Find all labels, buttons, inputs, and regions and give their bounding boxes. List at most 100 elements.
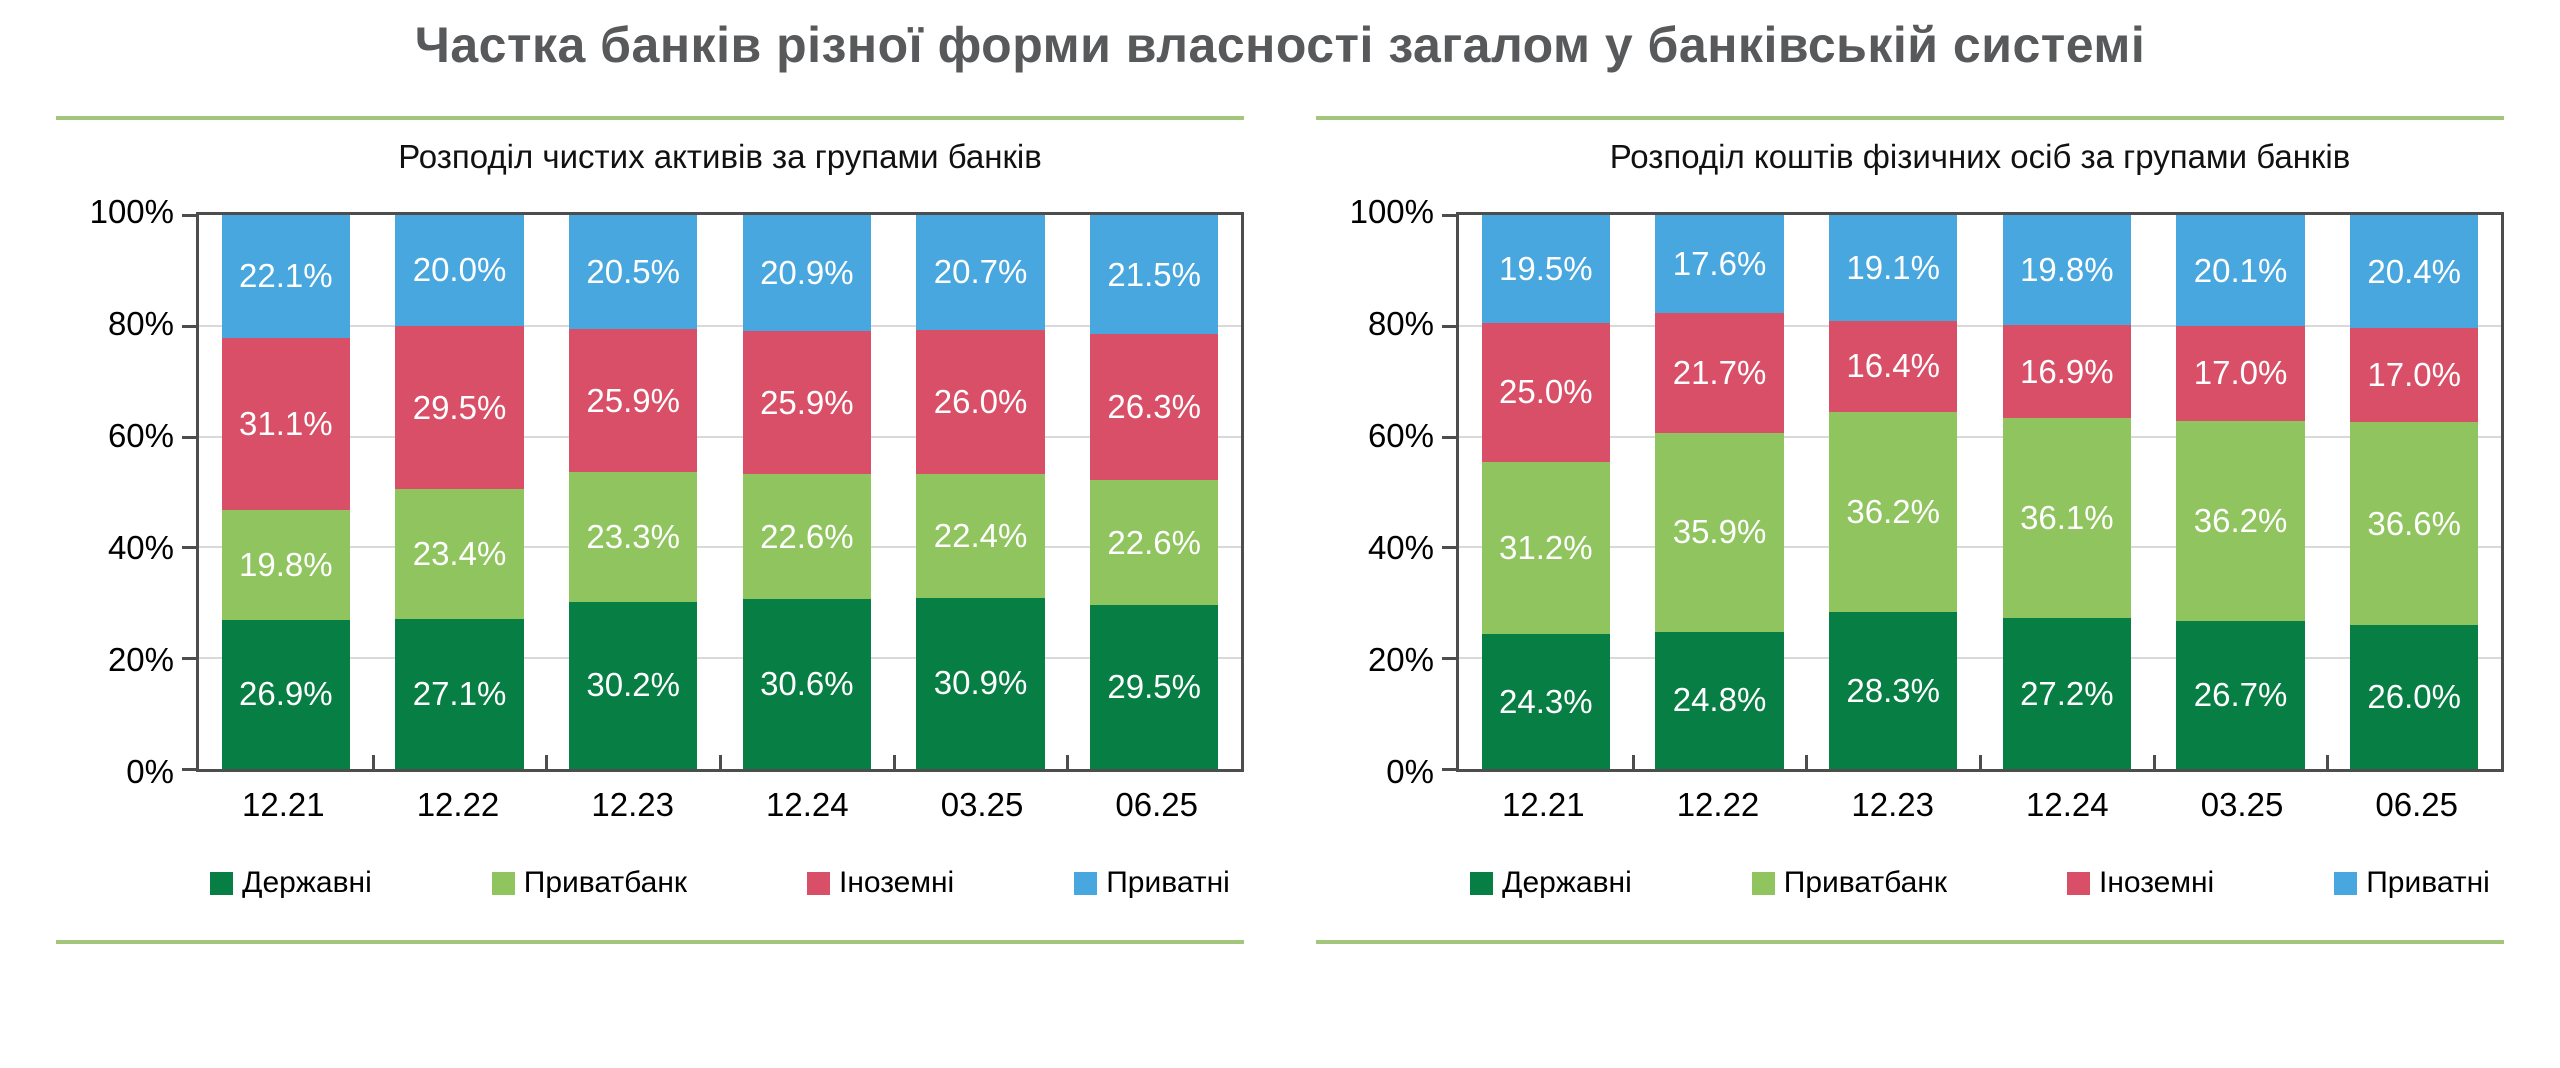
bar-segment-приватні: 19.8% bbox=[2002, 215, 2132, 325]
bar-value-label: 16.9% bbox=[2020, 352, 2114, 390]
legend-item-державні: Державні bbox=[1470, 866, 1632, 900]
bar-value-label: 17.0% bbox=[2367, 356, 2461, 394]
bar-segment-приватбанк: 36.2% bbox=[2176, 420, 2305, 622]
plot-area: 26.9% 19.8% 31.1% 22.1% 27.1% 23.4% 29.5% 20.0%… bbox=[182, 212, 1244, 772]
y-axis-label: 40% bbox=[107, 529, 174, 566]
legend-label: Іноземні bbox=[2099, 866, 2215, 899]
bar-segment-іноземні: 17.0% bbox=[2349, 328, 2479, 423]
bar-segment-іноземні: 17.0% bbox=[2176, 326, 2305, 421]
bar-segment-іноземні: 25.9% bbox=[568, 328, 698, 473]
x-axis-label: 12.22 bbox=[1676, 786, 1760, 823]
bar-segment-приватні: 21.5% bbox=[1089, 215, 1219, 335]
stacked-bar-12.24: 27.2% 36.1% 16.9% 19.8% bbox=[2002, 215, 2132, 769]
stacked-bar-06.25: 26.0% 36.6% 17.0% 20.4% bbox=[2349, 215, 2479, 769]
bar-segment-приватбанк: 22.6% bbox=[1089, 480, 1219, 606]
bar-value-label: 22.6% bbox=[760, 517, 854, 555]
stacked-bar-12.23: 28.3% 36.2% 16.4% 19.1% bbox=[1828, 215, 1958, 769]
y-axis-label: 0% bbox=[1386, 753, 1434, 790]
x-axis-label: 03.25 bbox=[2200, 786, 2284, 823]
x-axis-tick bbox=[2152, 755, 2156, 769]
bar-value-label: 30.2% bbox=[586, 666, 680, 704]
bar-segment-приватбанк: 36.1% bbox=[2002, 418, 2132, 619]
bar-value-label: 20.5% bbox=[586, 252, 680, 290]
legend-item-приватбанк: Приватбанк bbox=[491, 866, 687, 900]
y-axis-tick bbox=[1442, 435, 1456, 439]
chart-area: 0% 20% 40% 60% 80% 100% 26.9% 19.8% 31.1% 22.1% 2… bbox=[56, 193, 1244, 790]
chart-legend: Державні Приватбанк Іноземні Приватні bbox=[1456, 866, 2504, 900]
y-axis: 0% 20% 40% 60% 80% 100% bbox=[1316, 193, 1456, 790]
bar-value-label: 20.0% bbox=[412, 251, 507, 289]
gridline bbox=[199, 546, 1241, 549]
y-axis-tick bbox=[1442, 214, 1456, 217]
bar-value-label: 26.7% bbox=[2193, 676, 2288, 714]
y-axis-label: 20% bbox=[107, 641, 174, 678]
bar-value-label: 19.8% bbox=[2020, 250, 2114, 288]
bar-segment-іноземні: 31.1% bbox=[221, 337, 351, 511]
y-axis-label: 20% bbox=[1367, 641, 1434, 678]
y-axis-tick bbox=[182, 435, 196, 439]
gridline bbox=[1459, 435, 2501, 438]
y-axis-label: 80% bbox=[107, 305, 174, 342]
legend-item-приватні: Приватні bbox=[1074, 866, 1230, 900]
bar-segment-державні: 26.0% bbox=[2349, 624, 2479, 769]
y-axis-tick bbox=[182, 214, 196, 217]
y-axis-label: 100% bbox=[1349, 193, 1434, 230]
bar-segment-державні: 27.2% bbox=[2002, 618, 2132, 769]
stacked-bar-12.21: 26.9% 19.8% 31.1% 22.1% bbox=[221, 215, 351, 769]
bar-value-label: 31.2% bbox=[1499, 528, 1593, 566]
bar-value-label: 36.2% bbox=[1846, 492, 1940, 530]
bar-value-label: 19.8% bbox=[239, 545, 333, 583]
bar-segment-державні: 29.5% bbox=[1089, 605, 1219, 769]
bar-slot: 24.3% 31.2% 25.0% 19.5% bbox=[1459, 215, 1633, 769]
bar-segment-державні: 28.3% bbox=[1828, 612, 1958, 769]
bars-group: 24.3% 31.2% 25.0% 19.5% 24.8% 35.9% 21.7% 17.6%… bbox=[1459, 215, 2501, 769]
legend-label: Іноземні bbox=[839, 866, 955, 899]
x-axis-label: 12.23 bbox=[1851, 786, 1934, 823]
bar-value-label: 26.0% bbox=[2367, 677, 2461, 715]
bar-value-label: 22.6% bbox=[1107, 523, 1201, 561]
legend-color-swatch bbox=[491, 871, 515, 895]
bar-value-label: 26.3% bbox=[1107, 388, 1201, 426]
y-axis-tick bbox=[182, 768, 196, 771]
legend-item-державні: Державні bbox=[210, 866, 372, 900]
bar-value-label: 24.3% bbox=[1499, 682, 1593, 720]
bar-segment-приватбанк: 31.2% bbox=[1481, 461, 1611, 635]
bar-segment-приватбанк: 35.9% bbox=[1655, 432, 1784, 632]
bar-segment-іноземні: 26.3% bbox=[1089, 334, 1219, 481]
bars-group: 26.9% 19.8% 31.1% 22.1% 27.1% 23.4% 29.5% 20.0%… bbox=[199, 215, 1241, 769]
x-axis-label: 03.25 bbox=[940, 786, 1024, 823]
stacked-bar-12.24: 30.6% 22.6% 25.9% 20.9% bbox=[742, 215, 872, 769]
bar-value-label: 36.6% bbox=[2367, 504, 2461, 542]
top-divider-line bbox=[1316, 116, 2504, 120]
legend-color-swatch bbox=[2334, 871, 2358, 895]
bar-slot: 24.8% 35.9% 21.7% 17.6% bbox=[1633, 215, 1807, 769]
x-axis-tick bbox=[1979, 755, 1982, 769]
gridline bbox=[199, 435, 1241, 438]
y-axis: 0% 20% 40% 60% 80% 100% bbox=[56, 193, 196, 790]
bar-value-label: 22.4% bbox=[933, 516, 1028, 554]
x-axis-tick bbox=[2326, 755, 2330, 769]
bar-segment-іноземні: 29.5% bbox=[395, 325, 524, 490]
bar-value-label: 20.9% bbox=[760, 253, 854, 291]
stacked-bar-03.25: 26.7% 36.2% 17.0% 20.1% bbox=[2176, 215, 2305, 769]
y-axis-label: 100% bbox=[89, 193, 174, 230]
stacked-bar-12.21: 24.3% 31.2% 25.0% 19.5% bbox=[1481, 215, 1611, 769]
legend-color-swatch bbox=[210, 871, 234, 895]
y-axis-label: 0% bbox=[126, 753, 174, 790]
legend-color-swatch bbox=[2067, 871, 2091, 895]
bar-slot: 30.6% 22.6% 25.9% 20.9% bbox=[720, 215, 894, 769]
bar-value-label: 27.1% bbox=[412, 674, 507, 712]
stacked-bar-12.23: 30.2% 23.3% 25.9% 20.5% bbox=[568, 215, 698, 769]
bar-segment-приватбанк: 19.8% bbox=[221, 510, 351, 620]
bar-slot: 30.9% 22.4% 26.0% 20.7% bbox=[894, 215, 1068, 769]
x-axis-tick bbox=[371, 755, 375, 769]
bar-value-label: 28.3% bbox=[1846, 671, 1940, 709]
bar-segment-іноземні: 26.0% bbox=[916, 329, 1045, 474]
legend-item-іноземні: Іноземні bbox=[2067, 866, 2214, 900]
bar-value-label: 26.9% bbox=[239, 675, 333, 713]
bar-value-label: 17.6% bbox=[1672, 244, 1767, 282]
chart-panel-retail-deposits: Розподіл коштів фізичних осіб за групами… bbox=[1316, 116, 2504, 944]
y-axis-tick bbox=[182, 657, 196, 661]
bar-segment-іноземні: 25.9% bbox=[742, 330, 872, 475]
bar-value-label: 30.9% bbox=[933, 664, 1028, 702]
